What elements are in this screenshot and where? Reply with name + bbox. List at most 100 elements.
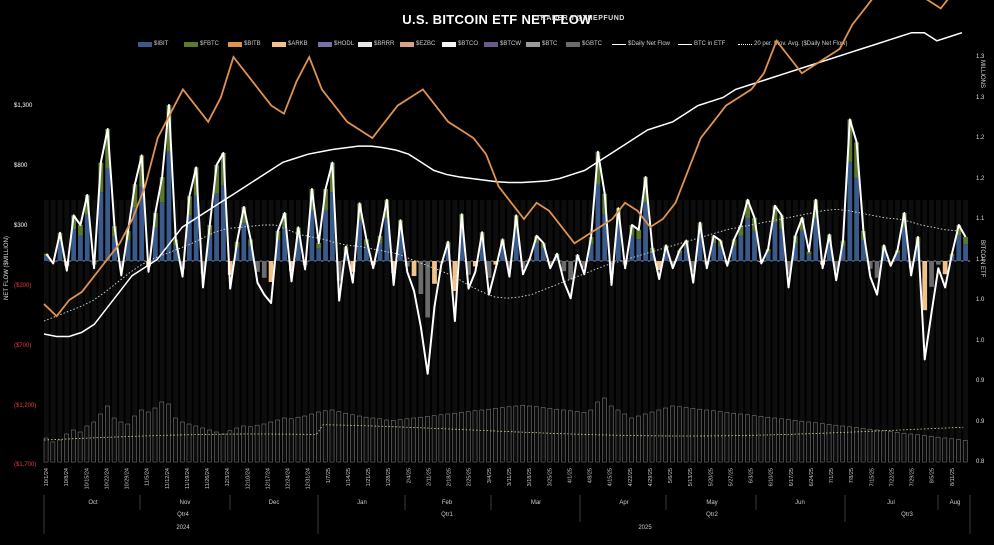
volume-bar bbox=[663, 407, 668, 463]
flow-bar-ibit bbox=[854, 177, 860, 261]
x-tick-label: 3/25/25 bbox=[547, 468, 553, 486]
volume-bar bbox=[602, 397, 607, 463]
legend-label: $BTC bbox=[542, 41, 558, 47]
background-column bbox=[309, 200, 315, 460]
flow-bar-ibit bbox=[677, 253, 682, 261]
background-column bbox=[241, 200, 247, 460]
x-tick-label: 7/29/25 bbox=[910, 468, 916, 486]
background-column bbox=[472, 200, 478, 460]
background-column bbox=[827, 200, 832, 460]
flow-bar-ibit bbox=[459, 228, 465, 261]
background-column bbox=[711, 200, 717, 460]
background-column bbox=[929, 200, 934, 460]
left-tick-label: $300 bbox=[14, 223, 28, 229]
legend-item: $BTCW bbox=[484, 41, 521, 47]
background-column bbox=[411, 200, 417, 460]
volume-bar bbox=[819, 423, 825, 463]
volume-bar bbox=[261, 423, 267, 463]
flow-bar-outflow bbox=[609, 261, 614, 273]
quarter-label: Qtr1 bbox=[441, 512, 453, 518]
volume-bar bbox=[118, 421, 124, 463]
background-column bbox=[629, 200, 635, 460]
background-column bbox=[84, 200, 90, 460]
flow-bar-outflow bbox=[411, 261, 417, 276]
volume-bar bbox=[520, 404, 525, 463]
right-tick-label: 1.0 bbox=[976, 297, 985, 303]
background-column bbox=[173, 200, 179, 460]
flow-bar-ibit bbox=[595, 184, 601, 261]
volume-bar bbox=[935, 436, 941, 463]
volume-bar bbox=[377, 418, 382, 463]
flow-bar-outflow bbox=[690, 261, 696, 272]
flow-bar-outflow bbox=[493, 261, 499, 265]
flow-bar-outflow bbox=[561, 261, 567, 272]
background-column bbox=[513, 200, 519, 460]
background-column bbox=[350, 200, 356, 460]
background-column bbox=[336, 200, 342, 460]
volume-bar bbox=[833, 424, 839, 463]
background-column bbox=[840, 200, 846, 460]
flow-bar-fbtc bbox=[854, 142, 860, 178]
background-column bbox=[854, 200, 860, 460]
volume-bar bbox=[288, 418, 294, 463]
x-tick-label: 7/1/25 bbox=[829, 468, 835, 483]
flow-bar-ibit bbox=[513, 229, 519, 261]
flow-bar-fbtc bbox=[323, 189, 328, 211]
volume-bar bbox=[418, 416, 423, 463]
flow-bar-fbtc bbox=[636, 229, 642, 240]
legend-swatch bbox=[400, 41, 414, 47]
legend-item: $Daily Net Flow bbox=[612, 41, 670, 47]
flow-bar-ibit bbox=[479, 240, 485, 261]
volume-bar bbox=[452, 412, 457, 463]
x-tick-label: 6/24/25 bbox=[809, 468, 815, 486]
flow-bar-ibit bbox=[779, 229, 785, 261]
background-column bbox=[364, 200, 369, 460]
month-label: Feb bbox=[442, 500, 453, 506]
flow-bar-outflow bbox=[833, 261, 839, 271]
flow-bar-outflow bbox=[507, 261, 512, 269]
volume-bar bbox=[901, 432, 907, 463]
flow-bar-outflow bbox=[289, 261, 294, 272]
month-label: May bbox=[706, 500, 717, 506]
flow-bar-outflow bbox=[922, 261, 928, 311]
flow-bar-fbtc bbox=[806, 251, 812, 255]
volume-bar bbox=[813, 422, 818, 463]
background-column bbox=[459, 200, 465, 460]
volume-bar bbox=[540, 407, 546, 463]
volume-bar bbox=[336, 411, 342, 463]
background-column bbox=[752, 200, 757, 460]
legend-label: $BRRR bbox=[374, 41, 395, 47]
background-column bbox=[118, 200, 124, 460]
volume-bar bbox=[465, 411, 471, 463]
volume-bar bbox=[234, 427, 239, 463]
legend-item: $BTCO bbox=[442, 41, 478, 47]
x-tick-label: 3/11/25 bbox=[507, 468, 513, 486]
flow-bar-fbtc bbox=[963, 237, 968, 245]
background-column bbox=[125, 200, 131, 460]
x-tick-label: 7/8/25 bbox=[849, 468, 855, 483]
flow-bar-ibit bbox=[173, 245, 179, 261]
right-tick-label: 0.9 bbox=[976, 418, 985, 425]
flow-bar-ibit bbox=[847, 161, 853, 261]
background-column bbox=[704, 200, 710, 460]
flow-bar-fbtc bbox=[132, 184, 138, 208]
background-column bbox=[861, 200, 866, 460]
volume-bar bbox=[561, 409, 566, 463]
x-tick-label: 5/6/25 bbox=[668, 468, 674, 483]
flow-bar-ibit bbox=[861, 240, 866, 261]
background-column bbox=[615, 200, 621, 460]
legend-item: $FBTC bbox=[184, 41, 219, 47]
volume-bar bbox=[547, 408, 553, 463]
x-tick-label: 11/5/24 bbox=[145, 468, 151, 486]
legend-label: $HODL bbox=[334, 41, 355, 47]
flow-bar-ibit bbox=[377, 243, 383, 261]
chart-legend: $IBIT $FBTC $BITB $ARKB $HODL $BRRR $EZBC $BTCO… bbox=[138, 41, 898, 53]
background-column bbox=[370, 200, 376, 460]
background-column bbox=[323, 200, 328, 460]
flow-bar-outflow bbox=[874, 261, 880, 278]
x-tick-label: 12/31/24 bbox=[306, 468, 312, 489]
volume-bar bbox=[867, 428, 873, 463]
flow-bar-outflow bbox=[656, 261, 662, 270]
flow-bar-ibit bbox=[343, 250, 349, 261]
month-label: Apr bbox=[619, 500, 628, 506]
